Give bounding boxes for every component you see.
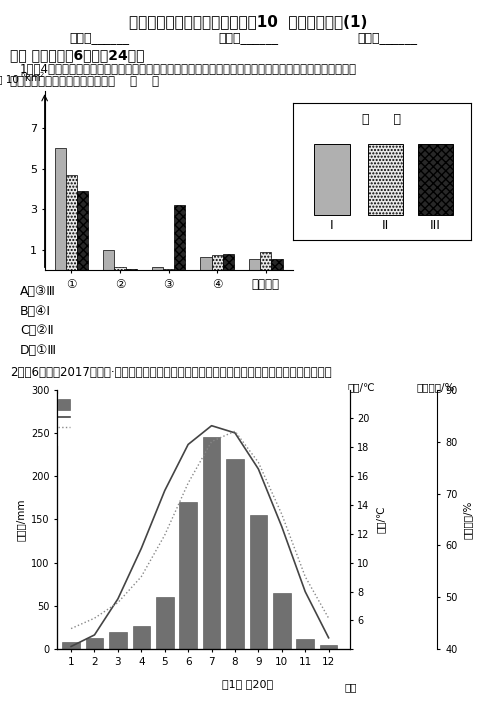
Bar xyxy=(86,638,103,649)
Text: II: II xyxy=(382,219,389,232)
Bar xyxy=(132,626,150,649)
Text: 降水量: 降水量 xyxy=(72,399,90,409)
Bar xyxy=(212,255,223,270)
Bar xyxy=(226,459,244,649)
Text: 成绩：______: 成绩：______ xyxy=(357,31,417,44)
Text: 第1页 共20页: 第1页 共20页 xyxy=(222,680,274,689)
Text: $^6$km$^2$: $^6$km$^2$ xyxy=(20,70,45,84)
Bar xyxy=(223,254,234,270)
Bar xyxy=(297,639,314,649)
Text: 图      例: 图 例 xyxy=(363,113,401,126)
Text: 相对湿度: 相对湿度 xyxy=(72,425,96,435)
Text: 班级：______: 班级：______ xyxy=(218,31,278,44)
Bar xyxy=(273,593,291,649)
Text: B．④Ⅰ: B．④Ⅰ xyxy=(20,305,51,318)
Text: 温度: 温度 xyxy=(72,416,84,425)
Bar xyxy=(200,257,212,270)
Bar xyxy=(55,148,66,270)
Text: D．①Ⅲ: D．①Ⅲ xyxy=(20,344,57,357)
Text: 一、 单选题（共6题；共24分）: 一、 单选题（共6题；共24分） xyxy=(10,48,144,62)
Text: 1．（4分）荒漠主要有热带、亚热带、温带三种类型，读世界各大陆荒漠构成图，图中代表南美大陆及其南: 1．（4分）荒漠主要有热带、亚热带、温带三种类型，读世界各大陆荒漠构成图，图中代… xyxy=(20,63,357,77)
Text: I: I xyxy=(330,219,334,232)
Text: III: III xyxy=(430,219,441,232)
Text: 单位 10: 单位 10 xyxy=(0,74,19,84)
Bar xyxy=(174,205,186,270)
Bar xyxy=(314,144,350,216)
Bar xyxy=(368,144,403,216)
Bar xyxy=(58,394,123,446)
Bar xyxy=(271,259,283,270)
Bar xyxy=(260,252,271,270)
Bar xyxy=(77,191,88,270)
Text: 部高原荒漠所属类型的序号分别是    （    ）: 部高原荒漠所属类型的序号分别是 （ ） xyxy=(10,75,159,88)
Bar xyxy=(203,437,220,649)
Bar xyxy=(109,632,126,649)
Text: A．③Ⅲ: A．③Ⅲ xyxy=(20,285,56,298)
Bar xyxy=(58,399,70,409)
Text: 2．（6分）（2017高三上·河南模拟）读某地各月温度、降水、相对湿度分布图，完成下列问题。: 2．（6分）（2017高三上·河南模拟）读某地各月温度、降水、相对湿度分布图，完… xyxy=(10,366,331,380)
Y-axis label: 相对湿度/%: 相对湿度/% xyxy=(463,501,473,538)
Bar xyxy=(115,267,125,270)
Text: 陕西省汉中市高考地理二轮专题10  候鸟（迁徙）(1): 陕西省汉中市高考地理二轮专题10 候鸟（迁徙）(1) xyxy=(129,14,367,29)
Y-axis label: 温度/℃: 温度/℃ xyxy=(375,505,385,534)
Bar xyxy=(62,642,80,649)
Text: 相对湿度/%: 相对湿度/% xyxy=(417,382,455,392)
Bar xyxy=(103,250,115,270)
Text: 温度/℃: 温度/℃ xyxy=(347,382,375,392)
Bar xyxy=(152,267,163,270)
Bar xyxy=(249,515,267,649)
Bar xyxy=(180,502,197,649)
Text: 姓名：______: 姓名：______ xyxy=(69,31,129,44)
Text: C．②Ⅱ: C．②Ⅱ xyxy=(20,324,54,338)
Bar xyxy=(320,645,337,649)
Bar xyxy=(418,144,453,216)
Bar xyxy=(249,259,260,270)
Y-axis label: 降水量/mm: 降水量/mm xyxy=(15,498,25,541)
Text: 月份: 月份 xyxy=(345,682,358,692)
Bar xyxy=(156,597,174,649)
Bar xyxy=(66,175,77,270)
